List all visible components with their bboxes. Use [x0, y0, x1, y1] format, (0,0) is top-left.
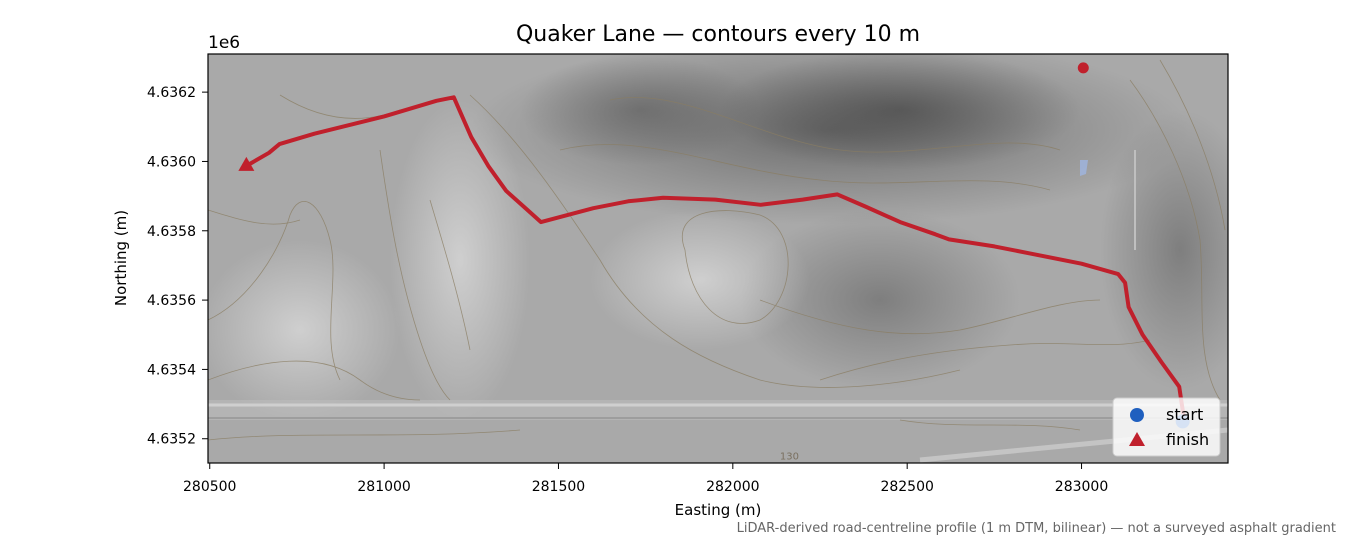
x-tick-label: 281500 — [532, 479, 585, 495]
y-tick-label: 4.6354 — [147, 362, 196, 378]
x-axis-ticks: 280500 281000 281500 282000 282500 283000 — [183, 463, 1108, 495]
y-axis-ticks: 4.6352 4.6354 4.6356 4.6358 4.6360 4.6362 — [147, 85, 208, 448]
x-tick-label: 282500 — [880, 479, 933, 495]
chart-title: Quaker Lane — contours every 10 m — [516, 22, 920, 47]
legend-start-label: start — [1166, 405, 1203, 424]
y-tick-label: 4.6362 — [147, 85, 196, 101]
legend-start-swatch — [1130, 408, 1144, 422]
legend-finish-swatch — [1129, 432, 1145, 446]
x-axis-label: Easting (m) — [675, 501, 762, 519]
y-tick-label: 4.6352 — [147, 432, 196, 448]
x-tick-label: 280500 — [183, 479, 236, 495]
poi-marker — [1077, 62, 1089, 74]
legend-finish-label: finish — [1166, 430, 1209, 449]
y-axis-label: Northing (m) — [112, 210, 130, 306]
route-layer — [246, 95, 1187, 424]
y-offset-label: 1e6 — [208, 33, 240, 53]
source-caption: LiDAR-derived road-centreline profile (1… — [736, 521, 1336, 536]
route-line — [246, 95, 1187, 424]
x-tick-label: 283000 — [1055, 479, 1108, 495]
hillshade-background — [208, 54, 1228, 463]
x-tick-label: 282000 — [706, 479, 759, 495]
y-tick-label: 4.6356 — [147, 293, 196, 309]
x-tick-label: 281000 — [357, 479, 410, 495]
y-tick-label: 4.6360 — [147, 154, 196, 170]
contour-label: 130 — [780, 452, 799, 463]
y-tick-label: 4.6358 — [147, 224, 196, 240]
finish-marker — [238, 156, 255, 171]
legend: start finish — [1112, 397, 1221, 457]
contour-lines — [208, 59, 1226, 441]
plot-area-frame — [207, 53, 1229, 464]
